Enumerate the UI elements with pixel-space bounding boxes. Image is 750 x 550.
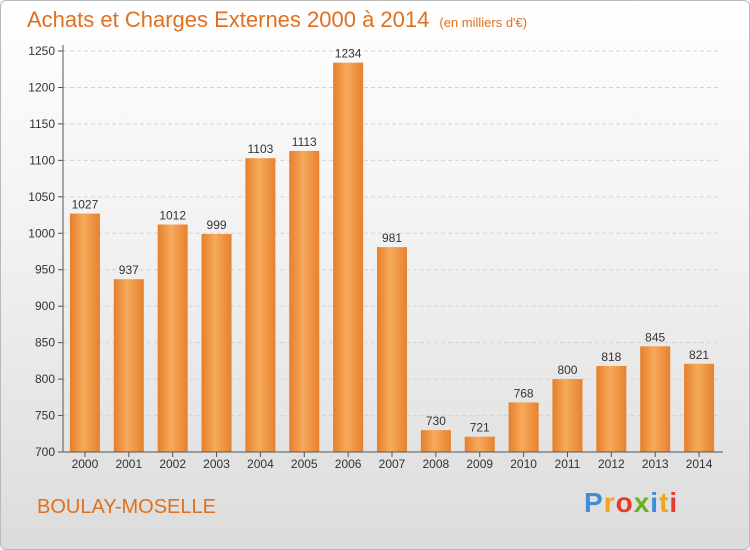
y-tick-label: 700 <box>35 445 55 459</box>
value-label-2002: 1012 <box>159 209 186 223</box>
value-label-2014: 821 <box>689 348 709 362</box>
bar-2000 <box>69 213 100 452</box>
value-label-2001: 937 <box>119 263 139 277</box>
x-tick-label-2004: 2004 <box>247 457 274 471</box>
bars: 1027 937 1012 999 1103 1113 1234 981 730 721 768 80… <box>69 47 715 453</box>
x-tick-label-2006: 2006 <box>335 457 362 471</box>
value-label-2009: 721 <box>470 421 490 435</box>
x-tick-label-2012: 2012 <box>598 457 625 471</box>
y-tick-label: 1250 <box>28 44 55 58</box>
x-tick-label-2001: 2001 <box>115 457 142 471</box>
bar-2002 <box>157 224 188 452</box>
bar-2006 <box>333 62 364 452</box>
value-label-2008: 730 <box>426 414 446 428</box>
x-tick-label-2010: 2010 <box>510 457 537 471</box>
bar-2003 <box>201 234 232 452</box>
y-tick-label: 1100 <box>29 153 55 167</box>
x-tick-label-2009: 2009 <box>466 457 493 471</box>
bar-2009 <box>464 436 495 452</box>
proxiti-logo: Proxiti <box>584 487 679 518</box>
x-tick-label-2005: 2005 <box>291 457 318 471</box>
y-tick-label: 800 <box>35 372 55 386</box>
y-tick-label: 850 <box>35 336 55 350</box>
x-axis: 2000 2001 2002 2003 2004 2005 2006 2007 2008 2009… <box>63 451 723 471</box>
value-label-2013: 845 <box>645 330 665 344</box>
x-tick-label-2000: 2000 <box>72 457 99 471</box>
x-tick-label-2008: 2008 <box>423 457 450 471</box>
bar-2011 <box>552 379 583 452</box>
bar-2005 <box>289 150 320 453</box>
value-label-2006: 1234 <box>335 47 362 61</box>
bar-2007 <box>377 247 407 452</box>
chart-title-text: Achats et Charges Externes 2000 à 2014 <box>27 7 430 32</box>
bar-2013 <box>640 346 671 452</box>
value-label-2007: 981 <box>382 231 402 245</box>
bar-2014 <box>684 363 715 452</box>
value-label-2012: 818 <box>601 350 621 364</box>
y-tick-label: 1150 <box>29 117 55 131</box>
value-label-2010: 768 <box>514 386 534 400</box>
y-tick-label: 1050 <box>28 190 55 204</box>
y-tick-label: 750 <box>35 409 55 423</box>
bar-2001 <box>113 279 144 452</box>
value-label-2004: 1103 <box>247 142 273 156</box>
y-tick-label: 1000 <box>28 226 55 240</box>
x-tick-label-2013: 2013 <box>642 457 669 471</box>
value-label-2000: 1027 <box>72 198 99 212</box>
bar-2010 <box>508 402 539 452</box>
x-tick-label-2007: 2007 <box>379 457 406 471</box>
value-label-2011: 800 <box>557 363 577 377</box>
y-tick-label: 1200 <box>28 80 55 94</box>
x-tick-label-2014: 2014 <box>686 457 713 471</box>
bar-2008 <box>420 430 451 452</box>
y-tick-label: 950 <box>35 263 55 277</box>
unit-note: (en milliers d'€) <box>439 15 528 30</box>
chart-title: Achats et Charges Externes 2000 à 2014 (e… <box>27 7 527 33</box>
x-tick-label-2003: 2003 <box>203 457 230 471</box>
value-label-2003: 999 <box>207 218 227 232</box>
place-name: BOULAY-MOSELLE <box>37 496 216 518</box>
bar-2004 <box>245 158 276 452</box>
x-tick-label-2011: 2011 <box>555 457 581 471</box>
y-tick-label: 900 <box>35 299 55 313</box>
x-tick-label-2002: 2002 <box>159 457 186 471</box>
value-label-2005: 1113 <box>292 135 317 149</box>
y-axis: 700 750 800 850 900 950 1000 1050 1100 1150 1200 12… <box>28 44 64 459</box>
bar-2012 <box>596 365 627 452</box>
